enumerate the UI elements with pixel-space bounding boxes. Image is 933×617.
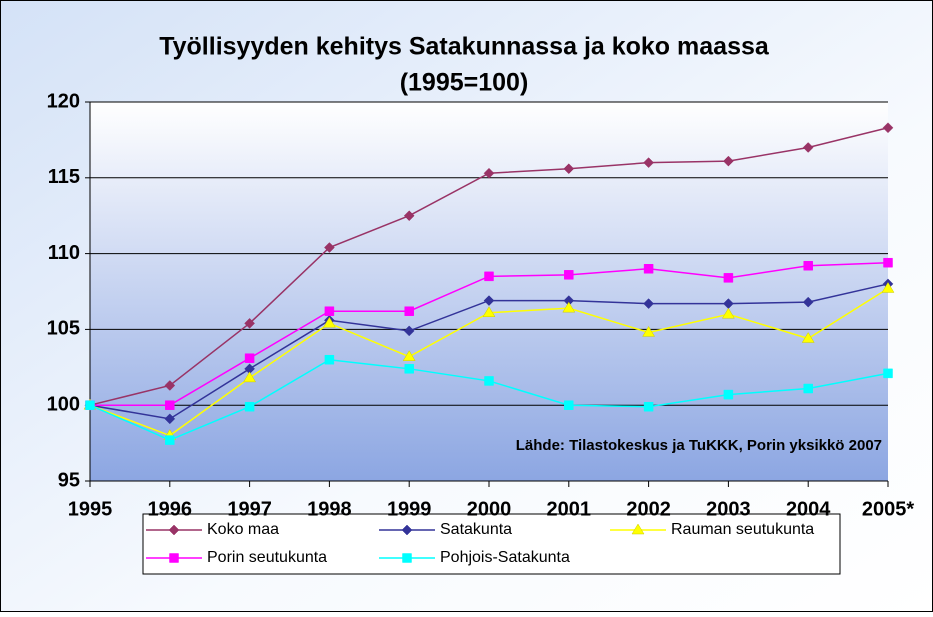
data-point [882,122,894,134]
data-point [404,306,414,316]
data-point [482,306,496,317]
legend [142,513,841,575]
data-point [165,435,175,445]
data-point [723,155,734,167]
legend-marker [168,524,180,536]
data-point [643,298,654,309]
legend-marker [631,523,645,535]
chart-title: Työllisyyden kehitys Satakunnassa ja kok… [159,33,770,61]
legend-label: Pohjois-Satakunta [440,549,570,566]
data-point [403,210,415,222]
x-tick-label: 1998 [307,498,352,520]
data-point [404,364,414,374]
legend-label: Koko maa [207,521,279,538]
x-tick-label: 2003 [706,498,751,520]
data-point [164,380,176,391]
data-point [562,301,576,313]
data-point [802,296,814,308]
y-tick-label: 110 [48,242,80,264]
x-tick-label: 2004 [786,498,831,520]
x-tick-label: 1997 [227,498,272,520]
data-point [484,376,494,386]
data-point [483,295,495,306]
x-tick-label: 2002 [626,498,671,520]
data-point [643,401,654,412]
y-tick-label: 105 [47,318,80,340]
legend-label: Rauman seutukunta [671,521,814,538]
data-point [563,163,575,175]
legend-marker [401,524,413,536]
x-tick-label: 1999 [387,498,432,520]
data-point [85,400,95,410]
y-tick-label: 120 [47,90,80,112]
legend-label: Satakunta [440,521,512,538]
data-point [883,257,893,268]
data-point [243,371,257,383]
x-tick-label: 1996 [148,498,193,520]
y-tick-label: 115 [48,166,80,188]
data-point [324,354,335,365]
data-point [244,317,255,329]
data-point [642,325,656,337]
data-point [643,157,654,168]
legend-marker [402,553,412,563]
chart-subtitle: (1995=100) [400,69,529,97]
data-point [883,368,893,379]
data-point [723,389,734,400]
data-point [164,413,176,425]
data-point [402,350,416,361]
legend-label: Porin seutukunta [207,549,327,566]
data-point [721,307,735,319]
data-point [324,242,335,253]
data-point [881,281,895,293]
data-point [322,316,336,328]
data-point [483,167,495,179]
x-tick-label: 2001 [547,498,592,520]
data-point [803,260,813,271]
annotation: Lähde: Tilastokeskus ja TuKKK, Porin yks… [516,437,882,454]
y-tick-label: 95 [58,469,80,491]
data-point [643,264,654,274]
data-point [165,400,175,410]
x-tick-label: 2000 [467,498,512,520]
data-point [244,401,255,412]
x-tick-label: 1995 [68,498,113,520]
data-point [802,142,814,153]
y-tick-label: 100 [47,393,80,415]
data-point [403,325,415,337]
data-point [723,273,734,283]
data-point [564,400,574,410]
data-point [803,383,813,394]
x-tick-label: 2005* [862,498,914,520]
data-point [324,306,335,316]
data-point [244,353,255,363]
data-point [801,332,815,343]
legend-marker [169,553,179,563]
data-point [484,271,494,282]
data-point [564,270,574,280]
